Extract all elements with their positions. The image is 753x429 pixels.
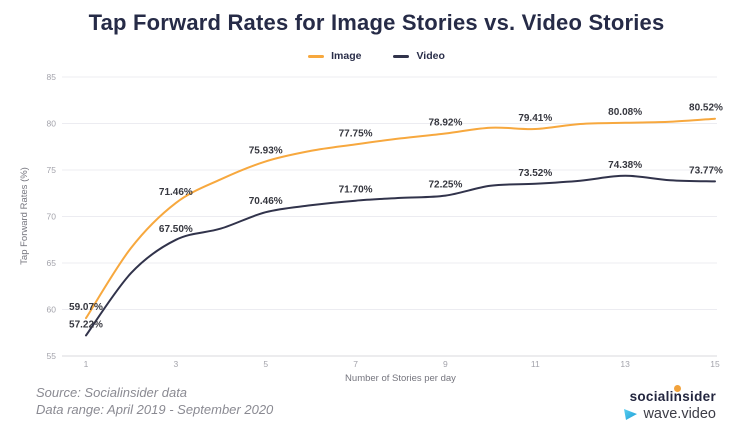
svg-text:60: 60	[47, 305, 57, 315]
svg-text:57.22%: 57.22%	[69, 319, 103, 330]
svg-text:71.70%: 71.70%	[339, 185, 373, 196]
video-line-swatch-icon	[393, 54, 410, 58]
legend: Image Video	[0, 50, 753, 62]
svg-text:73.77%: 73.77%	[689, 165, 723, 176]
legend-label-video: Video	[416, 50, 445, 62]
svg-text:72.25%: 72.25%	[428, 180, 462, 191]
svg-text:13: 13	[620, 359, 630, 369]
svg-text:Number of Stories per day: Number of Stories per day	[345, 373, 456, 384]
svg-text:9: 9	[443, 359, 448, 369]
chart-title: Tap Forward Rates for Image Stories vs. …	[88, 10, 665, 35]
image-line-swatch-icon	[308, 54, 325, 58]
svg-text:77.75%: 77.75%	[339, 128, 373, 139]
svg-text:3: 3	[173, 359, 178, 369]
wavevideo-wordmark: wave.video	[643, 406, 716, 422]
date-range-line: Data range: April 2019 - September 2020	[36, 402, 274, 417]
svg-text:78.92%: 78.92%	[428, 118, 462, 129]
svg-text:1: 1	[84, 359, 89, 369]
source-line: Source: Socialinsider data	[36, 385, 188, 400]
socialinsider-dot-icon	[673, 385, 681, 392]
svg-text:71.46%: 71.46%	[159, 187, 193, 198]
svg-text:Tap Forward Rates (%): Tap Forward Rates (%)	[19, 167, 30, 265]
svg-text:70.46%: 70.46%	[249, 196, 283, 207]
svg-text:79.41%: 79.41%	[518, 113, 552, 124]
legend-item-image[interactable]: Image	[308, 50, 361, 62]
svg-text:75.93%: 75.93%	[249, 145, 283, 156]
socialinsider-logo: socialinsider	[629, 385, 716, 404]
svg-text:80: 80	[47, 119, 57, 129]
socialinsider-wordmark: socialinsider	[629, 389, 716, 404]
svg-text:5: 5	[263, 359, 268, 369]
svg-text:75: 75	[47, 165, 57, 175]
legend-label-image: Image	[331, 50, 362, 62]
svg-text:80.08%: 80.08%	[608, 107, 642, 118]
svg-text:67.50%: 67.50%	[159, 224, 193, 235]
svg-text:85: 85	[47, 72, 57, 82]
svg-text:74.38%: 74.38%	[608, 160, 642, 171]
svg-text:11: 11	[531, 359, 540, 369]
play-icon	[624, 409, 638, 420]
svg-text:15: 15	[710, 359, 720, 369]
svg-text:80.52%: 80.52%	[689, 103, 723, 114]
svg-text:55: 55	[47, 351, 57, 361]
wavevideo-logo: wave.video	[623, 406, 716, 422]
source-note: Source: Socialinsider data Data range: A…	[36, 384, 273, 418]
svg-text:7: 7	[353, 359, 358, 369]
svg-text:65: 65	[47, 258, 57, 268]
svg-text:59.07%: 59.07%	[69, 302, 103, 313]
legend-item-video[interactable]: Video	[393, 50, 445, 62]
svg-text:70: 70	[47, 212, 57, 222]
brand-logos: socialinsider wave.video	[623, 385, 716, 422]
svg-text:73.52%: 73.52%	[518, 168, 552, 179]
